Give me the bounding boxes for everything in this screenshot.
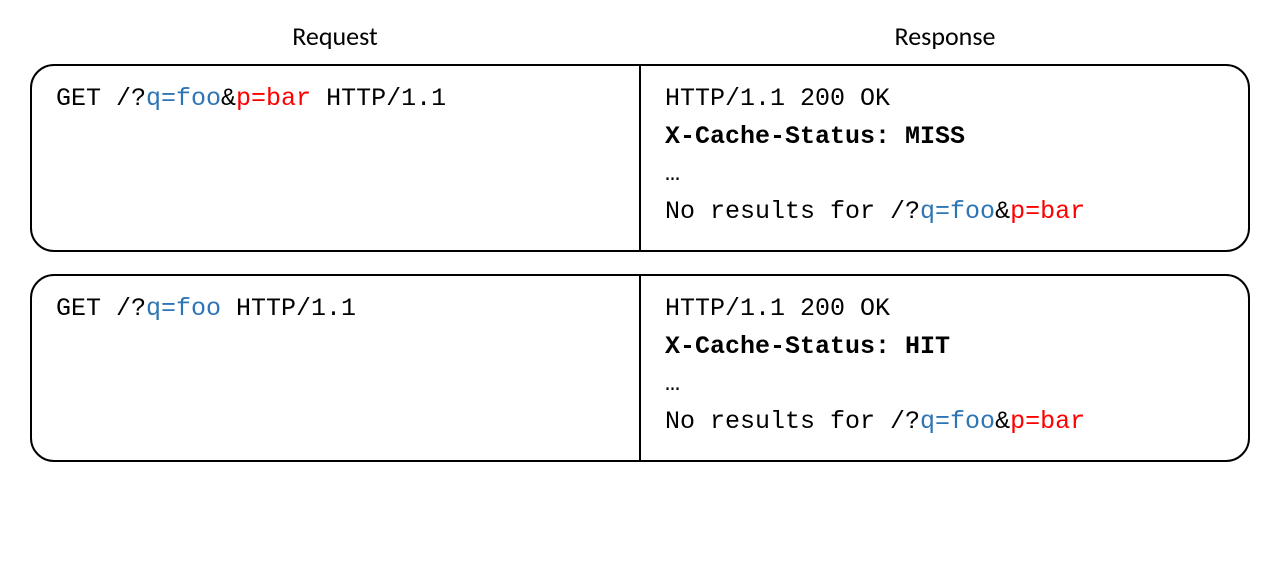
cache-status-header: X-Cache-Status: MISS [665,118,1224,156]
param-segment: q=foo [146,84,221,113]
param-segment: & [995,197,1010,226]
param-segment: p=bar [1010,407,1085,436]
param-segment: q=foo [146,294,221,323]
response-ellipsis: … [665,365,1224,403]
request-cell: GET /?q=foo HTTP/1.1 [32,276,641,460]
request-line: GET /?q=foo&p=bar HTTP/1.1 [56,80,615,118]
response-header: Response [640,20,1250,52]
response-body: No results for /?q=foo&p=bar [665,193,1224,231]
param-segment: & [995,407,1010,436]
column-headers: Request Response [30,20,1250,52]
request-line: GET /?q=foo HTTP/1.1 [56,290,615,328]
request-cell: GET /?q=foo&p=bar HTTP/1.1 [32,66,641,250]
response-cell: HTTP/1.1 200 OKX-Cache-Status: HIT…No re… [641,276,1248,460]
exchange-row: GET /?q=foo HTTP/1.1 HTTP/1.1 200 OKX-Cac… [30,274,1250,462]
param-segment: q=foo [920,197,995,226]
param-segment: p=bar [1010,197,1085,226]
response-ellipsis: … [665,155,1224,193]
response-status: HTTP/1.1 200 OK [665,290,1224,328]
diagram-container: Request Response GET /?q=foo&p=bar HTTP/… [30,20,1250,462]
param-segment: & [221,84,236,113]
response-body: No results for /?q=foo&p=bar [665,403,1224,441]
param-segment: p=bar [236,84,311,113]
response-cell: HTTP/1.1 200 OKX-Cache-Status: MISS…No r… [641,66,1248,250]
param-segment: q=foo [920,407,995,436]
exchange-row: GET /?q=foo&p=bar HTTP/1.1 HTTP/1.1 200 O… [30,64,1250,252]
cache-status-header: X-Cache-Status: HIT [665,328,1224,366]
response-status: HTTP/1.1 200 OK [665,80,1224,118]
request-header: Request [30,20,640,52]
rows-container: GET /?q=foo&p=bar HTTP/1.1 HTTP/1.1 200 O… [30,64,1250,462]
